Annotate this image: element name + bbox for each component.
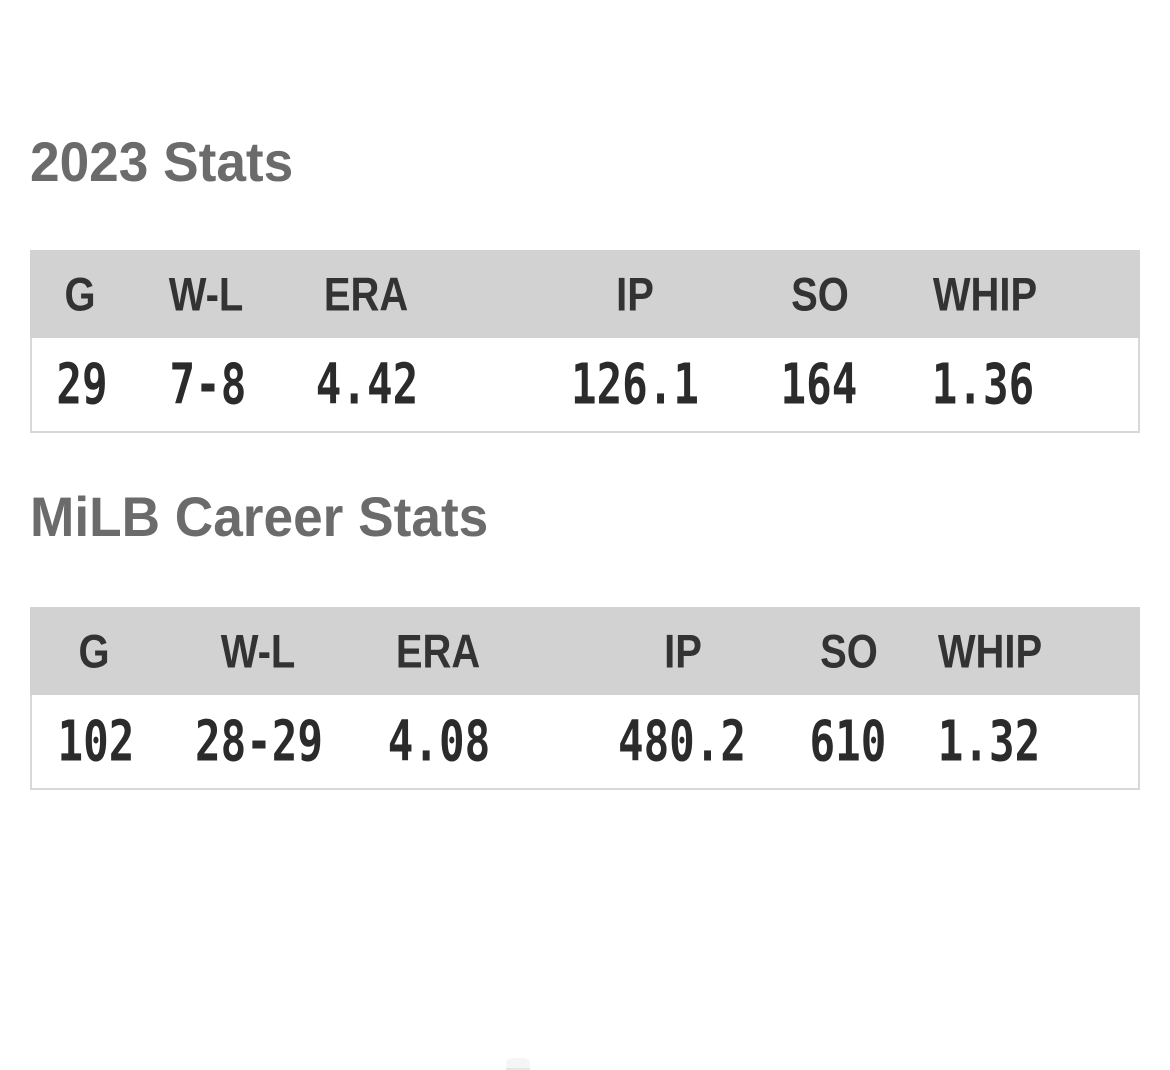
header-cell-so: SO (791, 267, 850, 321)
header-cell-g: G (78, 624, 110, 678)
stats-table-data-row: 29 7-8 4.42 126.1 164 1.36 (30, 338, 1140, 433)
stats-table-header-row: G W-L ERA IP SO WHIP (30, 250, 1140, 338)
section-title-milb: MiLB Career Stats (30, 485, 489, 548)
section-2023-stats: 2023 Stats G W-L ERA IP SO WHIP 29 7-8 4… (30, 132, 1140, 433)
stats-table-data-row: 102 28-29 4.08 480.2 610 1.32 (30, 695, 1140, 790)
stats-table-header-row: G W-L ERA IP SO WHIP (30, 607, 1140, 695)
value-cell-g: 102 (57, 709, 135, 774)
header-cell-g: G (64, 267, 96, 321)
header-cell-whip: WHIP (937, 624, 1043, 678)
header-cell-wl: W-L (220, 624, 295, 678)
value-cell-so: 610 (809, 709, 887, 774)
value-cell-ip: 480.2 (618, 709, 747, 774)
value-cell-g: 29 (56, 352, 108, 417)
value-cell-wl: 28-29 (194, 709, 323, 774)
value-cell-wl: 7-8 (169, 352, 247, 417)
section-title-2023: 2023 Stats (30, 130, 294, 193)
header-cell-whip: WHIP (932, 267, 1037, 321)
value-cell-whip: 1.36 (931, 352, 1035, 417)
value-cell-era: 4.08 (387, 709, 491, 774)
header-cell-wl: W-L (169, 267, 244, 321)
header-cell-era: ERA (324, 267, 409, 321)
value-cell-whip: 1.32 (937, 709, 1040, 774)
value-cell-ip: 126.1 (570, 352, 699, 417)
header-cell-so: SO (820, 624, 879, 678)
stats-page: 2023 Stats G W-L ERA IP SO WHIP 29 7-8 4… (0, 132, 1170, 790)
header-cell-ip: IP (616, 267, 654, 321)
value-cell-so: 164 (781, 352, 858, 417)
stats-table-2023: G W-L ERA IP SO WHIP 29 7-8 4.42 126.1 1… (30, 250, 1140, 433)
cutoff-element-bottom (506, 1058, 530, 1070)
stats-table-milb: G W-L ERA IP SO WHIP 102 28-29 4.08 480.… (30, 607, 1140, 790)
section-milb-career-stats: MiLB Career Stats G W-L ERA IP SO WHIP 1… (30, 487, 1140, 790)
value-cell-era: 4.42 (315, 352, 419, 417)
header-cell-era: ERA (396, 624, 481, 678)
header-cell-ip: IP (663, 624, 702, 678)
